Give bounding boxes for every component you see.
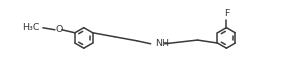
Text: NH: NH — [155, 39, 169, 48]
Text: F: F — [224, 9, 229, 18]
Text: O: O — [55, 25, 63, 34]
Text: H₃C: H₃C — [22, 23, 40, 32]
